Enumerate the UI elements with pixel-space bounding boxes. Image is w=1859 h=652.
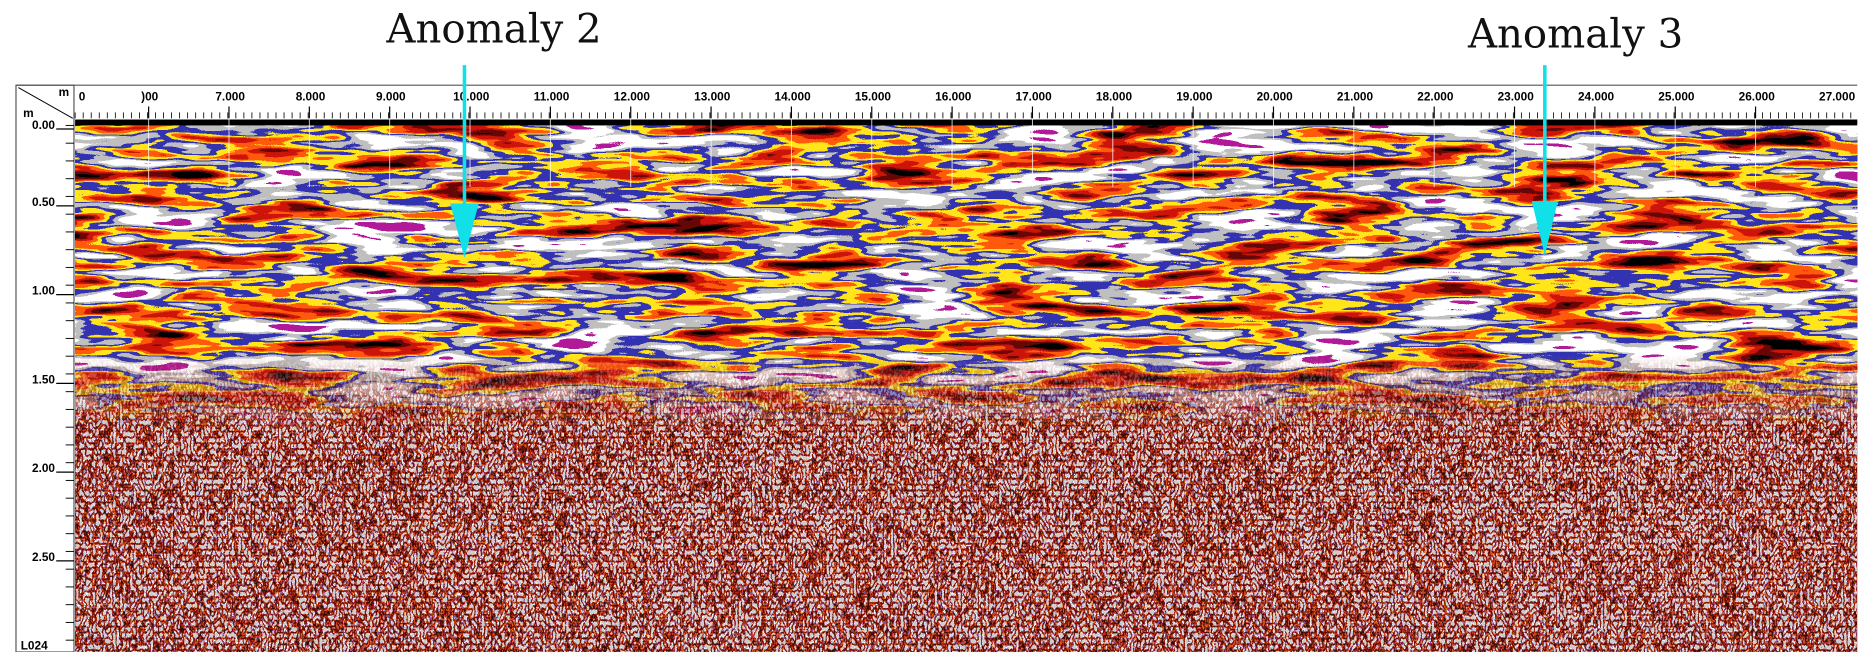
x-tick-label: 14.000 <box>774 90 811 104</box>
annotation-label: Anomaly 2 <box>385 7 601 53</box>
x-tick-label: 23.000 <box>1498 90 1535 104</box>
x-tick-label: 25.000 <box>1658 90 1695 104</box>
x-tick-label: 22.000 <box>1417 90 1454 104</box>
x-tick-label: 27.000 <box>1819 90 1856 104</box>
y-tick-label: 2.00 <box>32 461 55 475</box>
radargram-top-band <box>75 120 1857 126</box>
radargram-lower <box>75 355 1857 652</box>
x-tick-label: 16.000 <box>935 90 972 104</box>
x-tick-label: 20.000 <box>1257 90 1294 104</box>
y-tick-label: 0.00 <box>32 118 55 132</box>
x-tick-label: 7.000 <box>215 90 245 104</box>
x-tick-label: 13.000 <box>694 90 731 104</box>
x-unit: m <box>59 85 70 99</box>
x-tick-label: 11.000 <box>534 90 570 104</box>
radargram-figure: m m L024 0)007.0008.0009.00010.00011.000… <box>0 0 1859 652</box>
x-tick-label: 9.000 <box>376 90 406 104</box>
x-tick-label: 15.000 <box>855 90 892 104</box>
y-tick-label: 1.00 <box>32 284 55 298</box>
x-tick-label: 0 <box>79 90 86 104</box>
x-tick-label: 10.000 <box>453 90 490 104</box>
x-tick-label: 24.000 <box>1578 90 1615 104</box>
x-tick-label: 18.000 <box>1096 90 1133 104</box>
y-tick-label: 2.50 <box>32 550 55 564</box>
x-tick-label: 19.000 <box>1176 90 1213 104</box>
profile-label: L024 <box>21 639 48 652</box>
y-tick-label: 1.50 <box>32 372 55 386</box>
x-tick-label: 17.000 <box>1016 90 1053 104</box>
annotation-label: Anomaly 3 <box>1467 11 1683 57</box>
x-tick-label: )00 <box>141 90 159 104</box>
y-tick-label: 0.50 <box>32 195 55 209</box>
x-tick-label: 12.000 <box>614 90 651 104</box>
x-tick-label: 21.000 <box>1337 90 1374 104</box>
x-tick-label: 26.000 <box>1739 90 1776 104</box>
left-ruler <box>16 85 74 652</box>
x-tick-label: 8.000 <box>296 90 326 104</box>
